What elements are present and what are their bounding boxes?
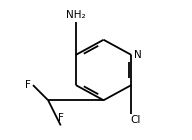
Text: NH₂: NH₂ bbox=[66, 10, 86, 20]
Text: F: F bbox=[25, 80, 31, 90]
Text: Cl: Cl bbox=[130, 115, 140, 125]
Text: F: F bbox=[58, 113, 64, 123]
Text: N: N bbox=[134, 50, 142, 60]
